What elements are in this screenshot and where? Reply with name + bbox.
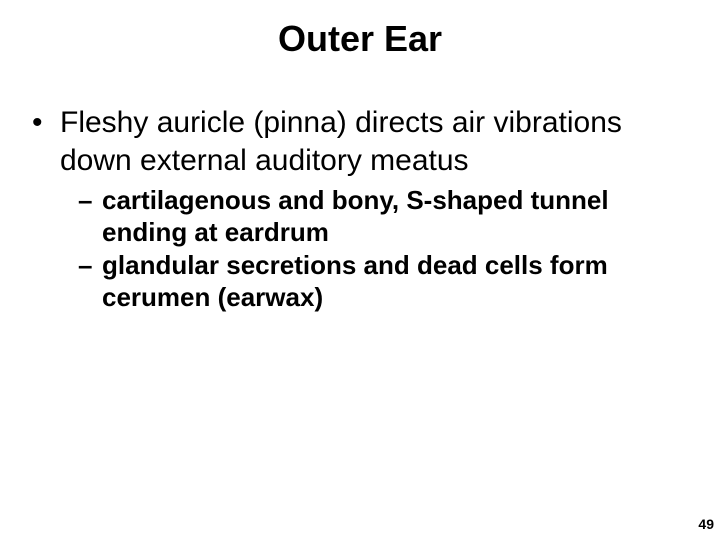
page-number: 49 [698, 516, 714, 532]
sub-bullet-list: cartilagenous and bony, S-shaped tunnel … [102, 185, 700, 314]
bullet-l2-text: cartilagenous and bony, S-shaped tunnel … [102, 185, 609, 247]
bullet-l2-text: glandular secretions and dead cells form… [102, 250, 608, 312]
bullet-level2: glandular secretions and dead cells form… [102, 250, 700, 313]
slide: { "title": { "text": "Outer Ear", "fonts… [0, 0, 720, 540]
bullet-level1: Fleshy auricle (pinna) directs air vibra… [60, 104, 700, 314]
slide-title: Outer Ear [0, 0, 720, 60]
bullet-list: Fleshy auricle (pinna) directs air vibra… [60, 104, 700, 324]
bullet-level2: cartilagenous and bony, S-shaped tunnel … [102, 185, 700, 248]
bullet-l1-text: Fleshy auricle (pinna) directs air vibra… [60, 106, 622, 177]
